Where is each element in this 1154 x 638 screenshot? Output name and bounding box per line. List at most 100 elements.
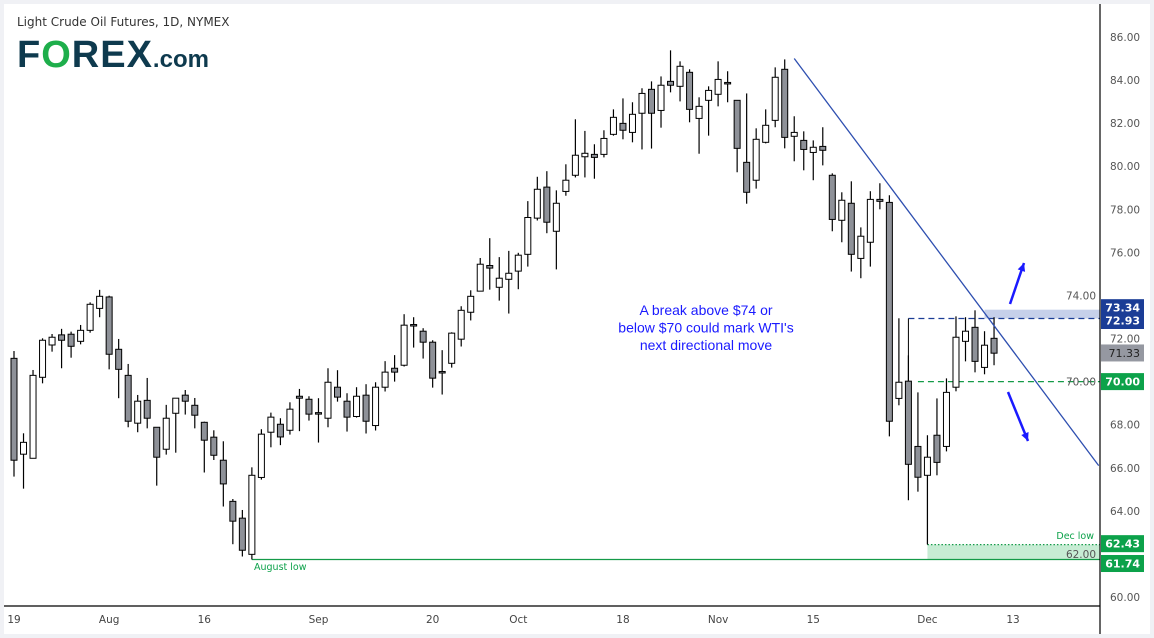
candle: [276, 418, 284, 446]
candle: [724, 71, 732, 103]
arrow-head: [1017, 263, 1026, 272]
candle-body: [962, 330, 969, 342]
candle: [885, 195, 893, 437]
candle: [552, 190, 560, 270]
candle-body: [10, 357, 18, 461]
candle-body: [96, 295, 104, 309]
candle: [847, 181, 855, 272]
candle-body: [981, 344, 989, 368]
candle-body: [381, 371, 389, 388]
candle-body: [219, 459, 227, 485]
y-tick-label: 74.00: [1066, 290, 1096, 302]
candle: [876, 183, 884, 210]
y-tick-label: 64.00: [1110, 506, 1140, 518]
candle-body: [334, 386, 342, 398]
candle-body: [581, 152, 589, 158]
candle-body: [162, 417, 170, 450]
trendline: [793, 58, 1100, 466]
candle-body: [238, 517, 246, 551]
candle: [267, 412, 275, 448]
candle: [933, 398, 941, 476]
candle: [686, 69, 694, 123]
candle: [600, 130, 608, 158]
candle: [191, 397, 199, 429]
candle: [391, 355, 399, 382]
candle: [733, 99, 741, 173]
candle: [238, 509, 246, 557]
candle: [962, 317, 969, 362]
candle: [628, 102, 636, 143]
candle-body: [20, 441, 28, 455]
candle: [48, 334, 56, 352]
candle-body: [724, 81, 732, 85]
candle: [381, 361, 389, 392]
x-tick-label: Aug: [99, 614, 120, 626]
candle-body: [847, 202, 855, 255]
price-label-text: 72.93: [1105, 315, 1140, 328]
candle-body: [314, 412, 322, 415]
candle: [667, 50, 675, 93]
candle-body: [628, 113, 636, 133]
down-arrow-icon: [1006, 391, 1030, 442]
candlestick-chart[interactable]: 86.00 84.00 82.00 80.00 78.00 76.00 74.00 72.00…: [4, 4, 1150, 634]
candle-body: [771, 76, 779, 121]
candle-body: [486, 265, 494, 269]
x-tick-label: Dec: [917, 614, 938, 626]
candle: [362, 384, 370, 434]
candle: [334, 370, 342, 402]
price-zone: [927, 544, 1100, 560]
candle-body: [438, 370, 446, 374]
candle-body: [895, 381, 903, 399]
candle-body: [648, 88, 656, 114]
price-label-72.93: 72.93: [1101, 312, 1144, 330]
candle-body: [257, 433, 265, 478]
candle-body: [29, 374, 37, 459]
price-label-71.33: 71.33: [1101, 344, 1144, 362]
candle: [372, 382, 380, 431]
candle: [781, 59, 789, 149]
candle: [476, 257, 484, 292]
candle: [200, 421, 208, 473]
candle-body: [933, 434, 941, 463]
candle: [562, 164, 570, 196]
candle: [448, 332, 456, 368]
candle: [172, 397, 180, 453]
candle: [990, 317, 998, 366]
candle: [866, 191, 874, 267]
candle-body: [971, 326, 979, 362]
candle-body: [343, 400, 351, 418]
candle-body: [885, 201, 893, 422]
candle-body: [448, 332, 456, 364]
candle-body: [800, 139, 808, 150]
candle-body: [914, 445, 922, 478]
candle-body: [838, 199, 846, 221]
price-label-bg: [1101, 535, 1144, 553]
candle: [162, 404, 170, 455]
candle-body: [467, 295, 475, 313]
dec-low-label: Dec low: [1056, 531, 1094, 542]
y-tick-label: 84.00: [1110, 75, 1140, 87]
candle: [800, 131, 808, 171]
price-label-text: 62.43: [1105, 538, 1140, 551]
candle: [533, 176, 541, 221]
candle-body: [514, 254, 522, 272]
x-tick-label: 13: [1006, 614, 1019, 626]
candle-body: [295, 395, 303, 399]
candle: [590, 144, 598, 179]
candle: [581, 130, 589, 178]
candle: [914, 392, 922, 492]
candle: [210, 430, 218, 461]
price-label-bg: [1101, 373, 1144, 391]
candle-body: [552, 202, 560, 232]
price-label-bg: [1101, 344, 1144, 362]
candle-body: [562, 179, 570, 192]
y-tick-label: 72.00: [1110, 334, 1140, 346]
price-label-text: 73.34: [1105, 302, 1140, 315]
price-label-text: 71.33: [1109, 347, 1141, 360]
y-tick-label: 82.00: [1110, 118, 1140, 130]
candle: [286, 402, 294, 435]
candle-body: [505, 272, 513, 280]
candle: [952, 316, 960, 392]
candle: [942, 378, 950, 452]
candle-body: [657, 84, 665, 111]
